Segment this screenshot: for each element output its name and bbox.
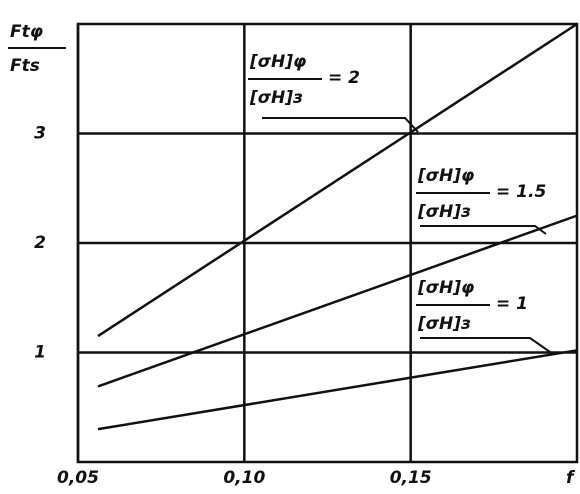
x-tick-label: 0,10 [223, 468, 265, 488]
annotation-denominator: [σH]з [249, 88, 303, 108]
annotation-value: = 1 [496, 294, 528, 314]
y-tick-label: 1 [34, 343, 46, 363]
x-label: f [566, 468, 576, 488]
annotation-value: = 2 [328, 68, 360, 88]
y-label-denominator: Fts [10, 56, 40, 76]
annotation-value: = 1.5 [496, 182, 546, 202]
data-line [97, 349, 578, 431]
annotation-denominator: [σH]з [417, 202, 471, 222]
y-tick-label: 3 [34, 124, 46, 144]
y-tick-label: 2 [34, 233, 46, 253]
annotation-denominator: [σH]з [417, 314, 471, 334]
y-label-numerator: Ftφ [10, 22, 43, 42]
annotation-numerator: [σH]φ [249, 52, 306, 72]
x-tick-label: 0,15 [390, 468, 432, 488]
x-tick-label: 0,05 [57, 468, 99, 488]
data-line [97, 22, 578, 338]
leader-line [262, 117, 419, 133]
leader-line [420, 337, 551, 353]
annotation-numerator: [σH]φ [417, 166, 474, 186]
leader-line [420, 225, 547, 235]
annotation-numerator: [σH]φ [417, 278, 474, 298]
data-line [97, 214, 578, 388]
